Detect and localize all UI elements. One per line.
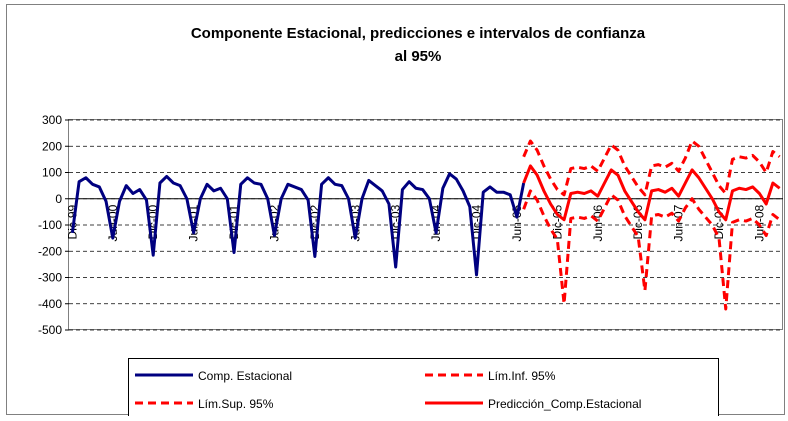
y-tick-label: -400 [38, 297, 62, 311]
legend-label: Lím.Inf. 95% [488, 369, 556, 383]
legend-box [128, 358, 719, 417]
x-tick-label: Dic-05 [550, 204, 564, 239]
x-tick-label: Jun-05 [510, 204, 524, 241]
y-tick-label: -200 [38, 244, 62, 258]
chart-title: al 95% [395, 48, 442, 65]
series-line [522, 164, 781, 222]
y-tick-label: 100 [42, 166, 62, 180]
y-tick-label: -300 [38, 271, 62, 285]
y-tick-label: -500 [38, 323, 62, 337]
y-tick-label: 0 [55, 192, 62, 206]
chart-title: Componente Estacional, predicciones e in… [191, 25, 646, 42]
y-tick-label: 200 [42, 139, 62, 153]
series-line [522, 189, 781, 311]
plot-area [68, 119, 783, 330]
y-tick-label: -100 [38, 218, 62, 232]
legend-label: Predicción_Comp.Estacional [488, 397, 641, 411]
x-tick-label: Jun-07 [672, 204, 686, 241]
legend-label: Lím.Sup. 95% [198, 397, 274, 411]
series-line [70, 172, 526, 277]
legend-label: Comp. Estacional [198, 369, 292, 383]
y-tick-label: 300 [42, 113, 62, 127]
